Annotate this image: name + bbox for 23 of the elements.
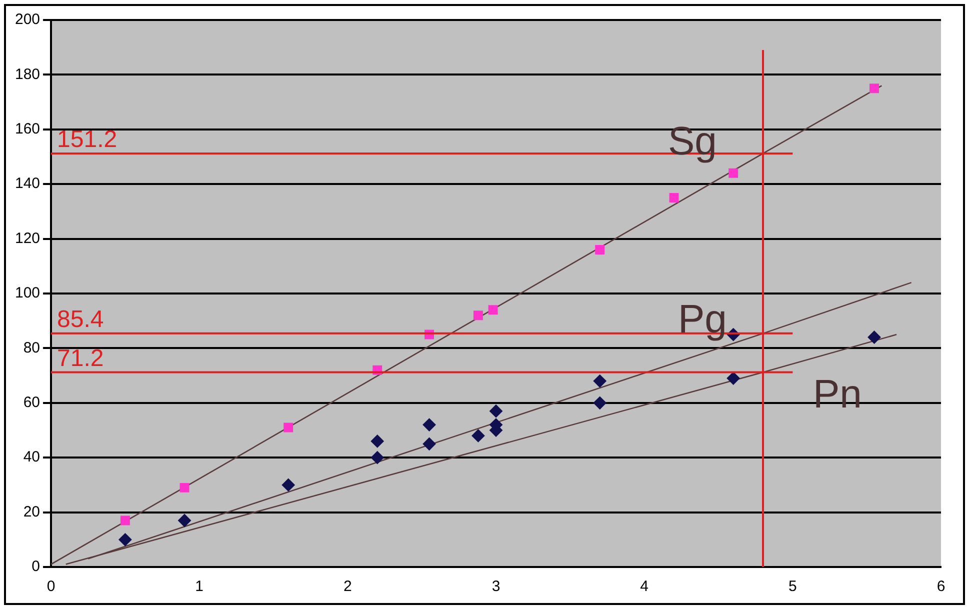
y-tick-label: 180 <box>14 66 40 83</box>
x-tick-label: 4 <box>640 578 649 596</box>
y-tick-label: 60 <box>23 394 40 412</box>
y-tick-label: 40 <box>23 448 40 466</box>
y-tick-label: 200 <box>14 11 40 28</box>
ref-line-label: 71.2 <box>57 344 104 372</box>
ref-line-label: 85.4 <box>57 306 104 334</box>
y-tick-label: 20 <box>23 503 40 520</box>
series-label: Sg <box>668 120 717 164</box>
y-tick-label: 160 <box>14 120 40 138</box>
y-tick-label: 80 <box>23 339 40 356</box>
series-label: Pg <box>678 297 727 342</box>
x-tick-label: 1 <box>195 578 204 596</box>
x-tick-label: 2 <box>344 578 352 596</box>
y-tick-label: 120 <box>14 230 40 247</box>
y-tick-label: 140 <box>14 175 40 192</box>
x-tick-label: 0 <box>46 578 56 596</box>
x-tick-label: 3 <box>492 578 500 596</box>
y-tick-label: 0 <box>32 558 40 576</box>
x-tick-label: 5 <box>788 578 797 596</box>
ref-line-label: 151.2 <box>57 126 118 154</box>
y-tick-label: 100 <box>14 284 40 302</box>
x-tick-label: 6 <box>936 578 946 596</box>
